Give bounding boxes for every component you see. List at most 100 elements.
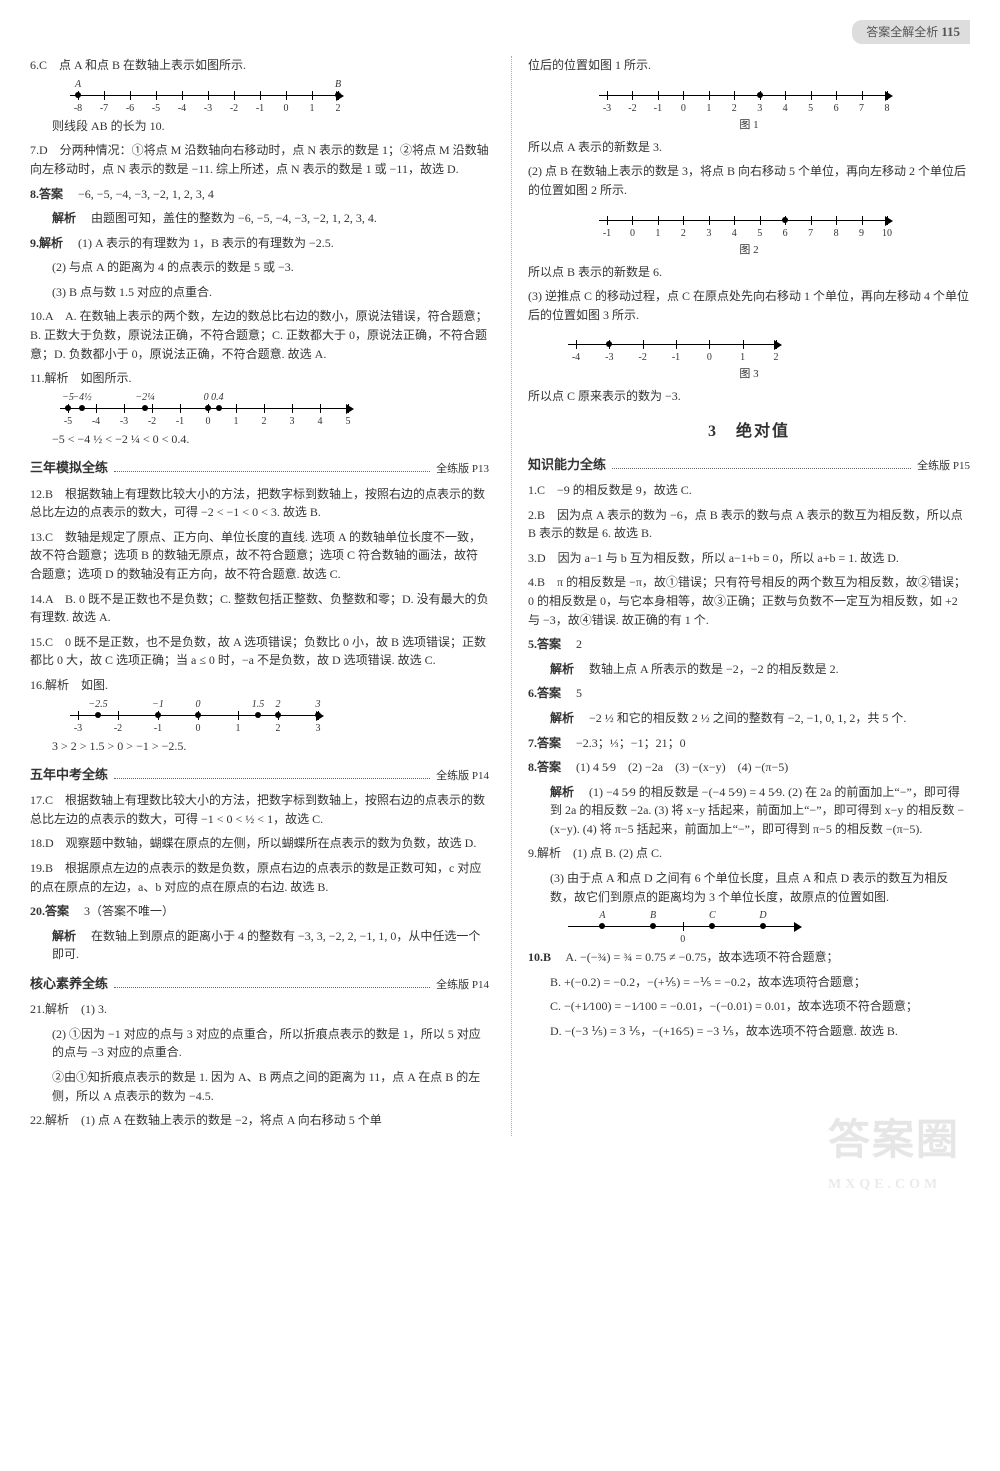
item-6: 6.C 点 A 和点 B 在数轴上表示如图所示. [30, 56, 489, 75]
r-item-9-body: (3) 由于点 A 和点 D 之间有 6 个单位长度，且点 A 和点 D 表示的… [528, 869, 970, 906]
diagram-fig3: -4-3-2-1012 [568, 330, 788, 364]
item-11-order: −5 < −4 ½ < −2 ¼ < 0 < 0.4. [30, 430, 489, 449]
r6-body: 5 [576, 686, 582, 700]
cont-22: 位后的位置如图 1 所示. [528, 56, 970, 75]
item-17: 17.C 根据数轴上有理数比较大小的方法，把数字标到数轴上，按照右边的点表示的数… [30, 791, 489, 828]
r7-body: −2.3；⅓；−1；21；0 [576, 736, 686, 750]
text-r4: (3) 逆推点 C 的移动过程，点 C 在原点处先向右移动 1 个单位，再向左移… [528, 287, 970, 324]
r10-b: B. +(−0.2) = −0.2，−(+⅕) = −⅕ = −0.2，故本选项… [528, 973, 970, 992]
r5-body: 2 [576, 637, 582, 651]
right-column: 位后的位置如图 1 所示. -3-2-1012345678 图 1 所以点 A … [511, 56, 970, 1136]
item-19: 19.B 根据原点左边的点表示的数是负数，原点右边的点表示的数是正数可知，c 对… [30, 859, 489, 896]
section-hexin: 核心素养全练 全练版 P14 [30, 974, 489, 994]
r7-head: 7.答案 [528, 736, 561, 750]
diagram-16: -3-2-10123−2.5−101.523 [70, 701, 330, 735]
section-ref: 全练版 P14 [436, 768, 489, 785]
item-10: 10.A A. 在数轴上表示的两个数，左边的数总比右边的数小，原说法错误，符合题… [30, 307, 489, 363]
dots [114, 778, 430, 779]
r10-d: D. −(−3 ⅕) = 3 ⅕，−(+16⁄5) = −3 ⅕，故本选项不符合… [528, 1022, 970, 1041]
r10-head: 10.B [528, 950, 551, 964]
item-22: 22.解析 (1) 点 A 在数轴上表示的数是 −2，将点 A 向右移动 5 个… [30, 1111, 489, 1130]
item-6-head: 6.C 点 A 和点 B 在数轴上表示如图所示. [30, 58, 246, 72]
r5-exp-body: 数轴上点 A 所表示的数是 −2，−2 的相反数是 2. [589, 662, 839, 676]
caption-fig3: 图 3 [528, 366, 970, 383]
section-ref: 全练版 P14 [436, 977, 489, 994]
r-item-9-head: 9.解析 (1) 点 B. (2) 点 C. [528, 844, 970, 863]
item-6-tail: 则线段 AB 的长为 10. [30, 117, 489, 136]
diagram-11: -5-4-3-2-1012345−5−4½−2¼0 0.4 [60, 394, 360, 428]
diagram-r9: ABCD0 [568, 912, 808, 946]
r5-exp-head: 解析 [550, 662, 574, 676]
diagram-6: -8-7-6-5-4-3-2-1012AB [70, 81, 350, 115]
item-16-order: 3 > 2 > 1.5 > 0 > −1 > −2.5. [30, 737, 489, 756]
item-15: 15.C 0 既不是正数，也不是负数，故 A 选项错误；负数比 0 小，故 B … [30, 633, 489, 670]
text-r1: 所以点 A 表示的新数是 3. [528, 138, 970, 157]
text-r2: (2) 点 B 在数轴上表示的数是 3，将点 B 向右移动 5 个单位，再向左移… [528, 162, 970, 199]
r6-exp-body: −2 ½ 和它的相反数 2 ½ 之间的整数有 −2, −1, 0, 1, 2，共… [589, 711, 906, 725]
dots [612, 468, 911, 469]
item-8: 8.答案 −6, −5, −4, −3, −2, 1, 2, 3, 4 [30, 185, 489, 204]
item-9-b: (2) 与点 A 的距离为 4 的点表示的数是 5 或 −3. [30, 258, 489, 277]
item-9-a: (1) A 表示的有理数为 1，B 表示的有理数为 −2.5. [78, 236, 334, 250]
page-tag: 答案全解全析 115 [852, 20, 970, 44]
caption-fig1: 图 1 [528, 117, 970, 134]
r8-body: (1) 4 5⁄9 (2) −2a (3) −(x−y) (4) −(π−5) [576, 760, 788, 774]
chapter-title: 3 绝对值 [528, 420, 970, 445]
item-20: 20.答案 3（答案不唯一） [30, 902, 489, 921]
section-title: 三年模拟全练 [30, 458, 108, 478]
r-item-5-exp: 解析 数轴上点 A 所表示的数是 −2，−2 的相反数是 2. [528, 660, 970, 679]
header-label: 答案全解全析 [866, 25, 938, 39]
r-item-4: 4.B π 的相反数是 −π，故①错误；只有符号相反的两个数互为相反数，故②错误… [528, 573, 970, 629]
r10-a: A. −(−¾) = ¾ = 0.75 ≠ −0.75，故本选项不符合题意； [565, 950, 838, 964]
item-7: 7.D 分两种情况：①将点 M 沿数轴向右移动时，点 N 表示的数是 1；②将点… [30, 141, 489, 178]
item-20-exp-head: 解析 [52, 929, 76, 943]
item-20-exp: 解析 在数轴上到原点的距离小于 4 的整数有 −3, 3, −2, 2, −1,… [30, 927, 489, 964]
diagram-fig2: -1012345678910 [599, 206, 899, 240]
r-item-5: 5.答案 2 [528, 635, 970, 654]
section-wunian: 五年中考全练 全练版 P14 [30, 765, 489, 785]
r6-head: 6.答案 [528, 686, 561, 700]
item-16-head: 16.解析 如图. [30, 676, 489, 695]
r-item-10: 10.B A. −(−¾) = ¾ = 0.75 ≠ −0.75，故本选项不符合… [528, 948, 970, 967]
diagram-fig1: -3-2-1012345678 [599, 81, 899, 115]
item-21-b: ②由①知折痕点表示的数是 1. 因为 A、B 两点之间的距离为 11，点 A 在… [30, 1068, 489, 1105]
watermark-sub: MXQE.COM [828, 1174, 960, 1196]
r5-head: 5.答案 [528, 637, 561, 651]
r-item-2: 2.B 因为点 A 表示的数为 −6，点 B 表示的数与点 A 表示的数互为相反… [528, 506, 970, 543]
r-item-1: 1.C −9 的相反数是 9，故选 C. [528, 481, 970, 500]
item-8-exp-body: 由题图可知，盖住的整数为 −6, −5, −4, −3, −2, 1, 2, 3… [91, 211, 377, 225]
item-20-head: 20.答案 [30, 904, 69, 918]
r-item-8: 8.答案 (1) 4 5⁄9 (2) −2a (3) −(x−y) (4) −(… [528, 758, 970, 777]
r-item-8-exp: 解析 (1) −4 5⁄9 的相反数是 −(−4 5⁄9) = 4 5⁄9. (… [528, 783, 970, 839]
section-ref: 全练版 P13 [436, 461, 489, 478]
r-item-6-exp: 解析 −2 ½ 和它的相反数 2 ½ 之间的整数有 −2, −1, 0, 1, … [528, 709, 970, 728]
dots [114, 987, 430, 988]
section-title: 五年中考全练 [30, 765, 108, 785]
item-12: 12.B 根据数轴上有理数比较大小的方法，把数字标到数轴上，按照右边的点表示的数… [30, 485, 489, 522]
item-9-head: 9.解析 [30, 236, 63, 250]
item-13: 13.C 数轴是规定了原点、正方向、单位长度的直线. 选项 A 的数轴单位长度不… [30, 528, 489, 584]
section-title: 核心素养全练 [30, 974, 108, 994]
item-14: 14.A B. 0 既不是正数也不是负数；C. 整数包括正整数、负整数和零；D.… [30, 590, 489, 627]
item-11-head: 11.解析 如图所示. [30, 369, 489, 388]
page-number: 115 [941, 24, 960, 39]
item-21-a: (2) ①因为 −1 对应的点与 3 对应的点重合，所以折痕点表示的数是 1，所… [30, 1025, 489, 1062]
item-8-exp: 解析 由题图可知，盖住的整数为 −6, −5, −4, −3, −2, 1, 2… [30, 209, 489, 228]
left-column: 6.C 点 A 和点 B 在数轴上表示如图所示. -8-7-6-5-4-3-2-… [30, 56, 489, 1136]
section-sannian: 三年模拟全练 全练版 P13 [30, 458, 489, 478]
section-title: 知识能力全练 [528, 455, 606, 475]
dots [114, 471, 430, 472]
r6-exp-head: 解析 [550, 711, 574, 725]
section-zhishi: 知识能力全练 全练版 P15 [528, 455, 970, 475]
text-r3: 所以点 B 表示的新数是 6. [528, 263, 970, 282]
item-20-body: 3（答案不唯一） [84, 904, 174, 918]
item-20-exp-body: 在数轴上到原点的距离小于 4 的整数有 −3, 3, −2, 2, −1, 1,… [52, 929, 480, 962]
item-9: 9.解析 (1) A 表示的有理数为 1，B 表示的有理数为 −2.5. [30, 234, 489, 253]
r8-exp-head: 解析 [550, 785, 574, 799]
r-item-7: 7.答案 −2.3；⅓；−1；21；0 [528, 734, 970, 753]
text-r5: 所以点 C 原来表示的数为 −3. [528, 387, 970, 406]
r-item-6: 6.答案 5 [528, 684, 970, 703]
r8-exp-body: (1) −4 5⁄9 的相反数是 −(−4 5⁄9) = 4 5⁄9. (2) … [550, 785, 964, 836]
item-9-c: (3) B 点与数 1.5 对应的点重合. [30, 283, 489, 302]
section-ref: 全练版 P15 [917, 458, 970, 475]
